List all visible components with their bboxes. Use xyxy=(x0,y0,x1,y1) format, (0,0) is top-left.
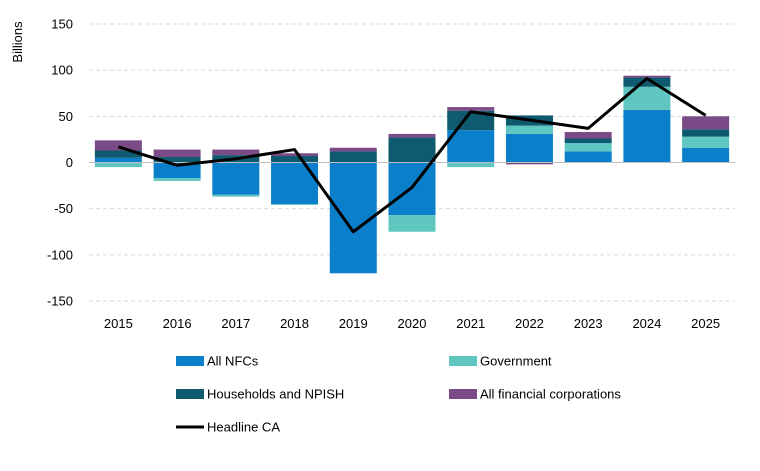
y-tick-label: -100 xyxy=(47,247,73,262)
x-tick-label: 2015 xyxy=(104,316,133,331)
x-tick-label: 2024 xyxy=(632,316,661,331)
bar-segment xyxy=(682,136,730,148)
bar-segment xyxy=(271,162,319,205)
y-tick-label: 150 xyxy=(51,17,73,32)
bar-segment xyxy=(447,107,495,111)
x-tick-labels: 2015 2016 2017 2018 2019 2020 2021 2022 2023 2024… xyxy=(104,316,720,331)
bar-segment xyxy=(153,149,201,157)
y-tick-label: 0 xyxy=(66,155,73,170)
bar-segment xyxy=(447,162,495,168)
bar-segment xyxy=(505,125,553,134)
bar-segment xyxy=(329,147,377,152)
legend-swatch xyxy=(449,356,477,366)
y-tick-labels: -150 -100 -50 0 50 100 150 xyxy=(47,17,73,309)
x-tick-label: 2023 xyxy=(574,316,603,331)
x-tick-label: 2016 xyxy=(163,316,192,331)
bar-segment xyxy=(564,138,612,144)
bar-segment xyxy=(564,143,612,152)
x-tick-label: 2017 xyxy=(221,316,250,331)
bar-segment xyxy=(623,109,671,163)
bar-segment xyxy=(212,162,260,195)
x-tick-label: 2025 xyxy=(691,316,720,331)
bar-segment xyxy=(623,75,671,78)
legend: All NFCs Government Households and NPISH Al… xyxy=(176,354,621,435)
y-tick-label: -150 xyxy=(47,294,73,309)
legend-swatch xyxy=(176,389,204,399)
bar-segment xyxy=(271,204,319,205)
bar-segment xyxy=(94,140,142,151)
bar-segment xyxy=(564,132,612,139)
x-tick-label: 2021 xyxy=(456,316,485,331)
legend-label: Households and NPISH xyxy=(207,387,344,402)
bar-segment xyxy=(505,133,553,163)
bar-segment xyxy=(388,137,436,163)
bar-segment xyxy=(388,133,436,138)
legend-label: All financial corporations xyxy=(480,387,621,402)
headline-ca-line xyxy=(117,76,707,234)
line-layer xyxy=(117,76,707,234)
bar-segment xyxy=(94,157,142,163)
bar-segment xyxy=(271,156,319,163)
y-axis-label: Billions xyxy=(10,21,25,63)
bar-segment xyxy=(505,162,553,165)
y-tick-label: 100 xyxy=(51,63,73,78)
legend-label: All NFCs xyxy=(207,354,259,369)
bar-segment xyxy=(212,194,260,197)
bar-segment xyxy=(388,215,436,232)
y-tick-label: -50 xyxy=(54,201,73,216)
bar-segment xyxy=(271,153,319,157)
bar-segment xyxy=(682,147,730,163)
x-tick-label: 2018 xyxy=(280,316,309,331)
bar-segment xyxy=(94,162,142,168)
y-tick-label: 50 xyxy=(59,109,73,124)
legend-swatch xyxy=(176,356,204,366)
bar-segment xyxy=(447,130,495,163)
bar-segment xyxy=(682,116,730,130)
bar-segment xyxy=(153,162,201,179)
legend-label: Headline CA xyxy=(207,420,280,435)
x-tick-label: 2019 xyxy=(339,316,368,331)
legend-label: Government xyxy=(480,354,552,369)
bar-segment xyxy=(94,150,142,158)
legend-swatch xyxy=(449,389,477,399)
bar-segment xyxy=(682,129,730,137)
bar-segment xyxy=(329,151,377,163)
bar-segment xyxy=(153,178,201,181)
bar-segment xyxy=(564,151,612,163)
bars xyxy=(94,75,730,274)
bar-segment xyxy=(153,156,201,163)
bar-segment xyxy=(212,149,260,156)
bar-segment xyxy=(623,77,671,87)
x-tick-label: 2020 xyxy=(398,316,427,331)
x-tick-label: 2022 xyxy=(515,316,544,331)
bar-segment xyxy=(623,86,671,110)
bar-segment xyxy=(329,162,377,274)
